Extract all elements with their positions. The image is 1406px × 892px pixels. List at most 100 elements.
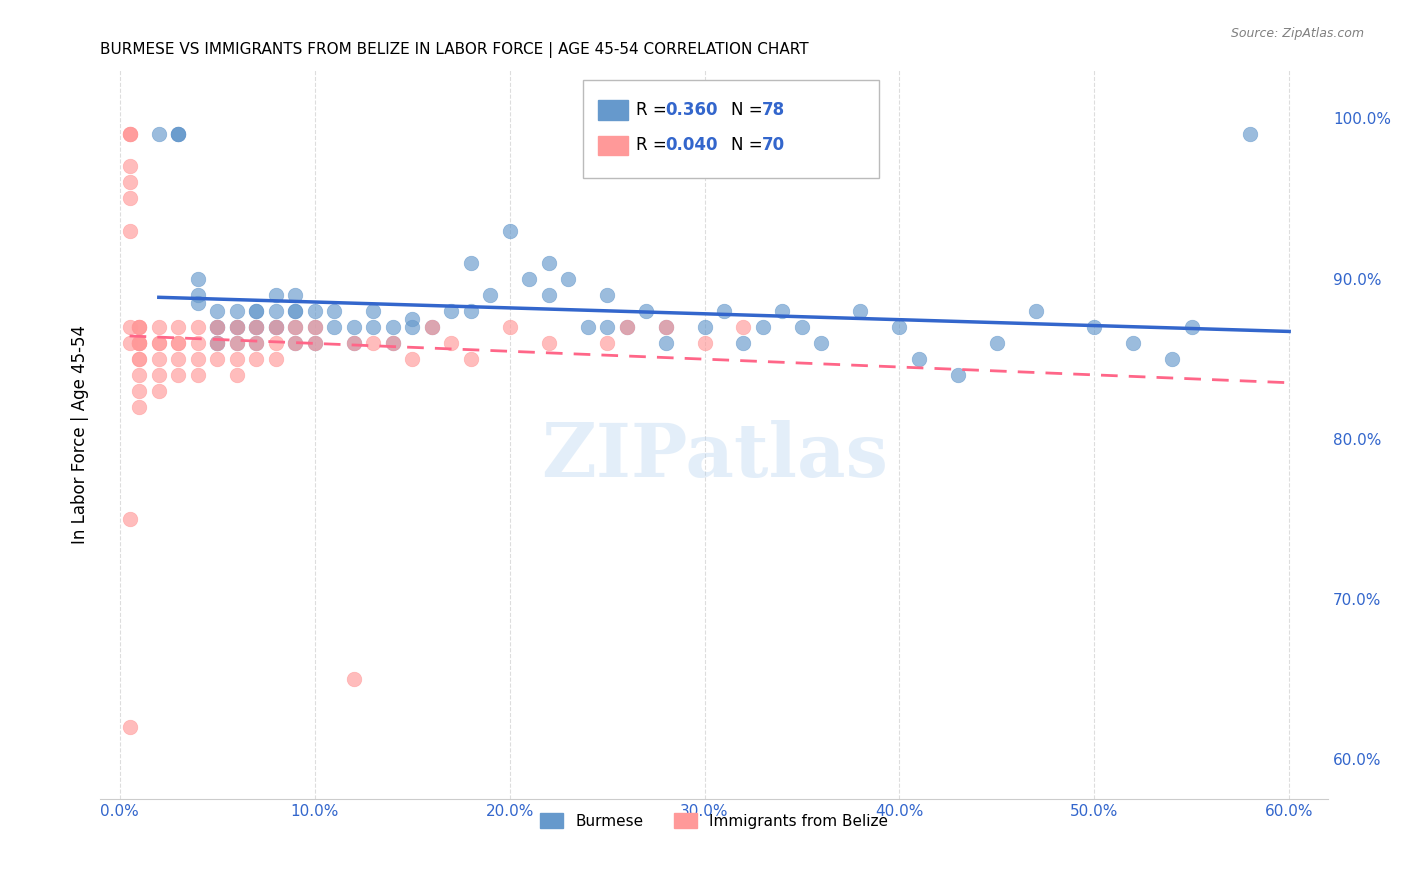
Point — [225, 368, 247, 382]
Point — [596, 335, 619, 350]
Point — [225, 319, 247, 334]
Point — [264, 319, 287, 334]
Point — [167, 128, 190, 142]
Point — [498, 223, 520, 237]
Point — [460, 351, 482, 366]
Point — [225, 319, 247, 334]
Point — [245, 351, 267, 366]
Point — [343, 672, 366, 686]
Point — [284, 319, 307, 334]
Point — [128, 319, 150, 334]
Text: N =: N = — [731, 136, 768, 154]
Point — [128, 351, 150, 366]
Point — [128, 368, 150, 382]
Point — [654, 335, 676, 350]
Point — [128, 335, 150, 350]
Point — [284, 335, 307, 350]
Point — [148, 335, 170, 350]
Point — [128, 335, 150, 350]
Point — [752, 319, 775, 334]
Point — [889, 319, 911, 334]
Point — [654, 319, 676, 334]
Point — [634, 303, 657, 318]
Point — [118, 176, 141, 190]
Point — [849, 303, 872, 318]
Point — [264, 351, 287, 366]
Point — [460, 303, 482, 318]
Point — [207, 335, 229, 350]
Point — [245, 319, 267, 334]
Point — [187, 351, 209, 366]
Point — [187, 287, 209, 301]
Point — [361, 303, 384, 318]
Point — [245, 303, 267, 318]
Point — [381, 335, 404, 350]
Point — [537, 287, 560, 301]
Point — [128, 335, 150, 350]
Point — [167, 368, 190, 382]
Point — [187, 335, 209, 350]
Point — [167, 128, 190, 142]
Point — [596, 319, 619, 334]
Point — [479, 287, 502, 301]
Legend: Burmese, Immigrants from Belize: Burmese, Immigrants from Belize — [534, 806, 894, 835]
Text: 0.040: 0.040 — [665, 136, 717, 154]
Point — [381, 335, 404, 350]
Point — [187, 295, 209, 310]
Point — [537, 255, 560, 269]
Point — [118, 720, 141, 734]
Point — [284, 319, 307, 334]
Point — [207, 319, 229, 334]
Point — [946, 368, 969, 382]
Point — [401, 351, 423, 366]
Point — [187, 368, 209, 382]
Point — [460, 255, 482, 269]
Point — [304, 319, 326, 334]
Point — [167, 335, 190, 350]
Point — [245, 319, 267, 334]
Point — [118, 335, 141, 350]
Point — [596, 287, 619, 301]
Point — [207, 319, 229, 334]
Point — [118, 223, 141, 237]
Point — [693, 319, 716, 334]
Point — [225, 319, 247, 334]
Point — [167, 351, 190, 366]
Y-axis label: In Labor Force | Age 45-54: In Labor Force | Age 45-54 — [72, 325, 89, 544]
Point — [207, 303, 229, 318]
Text: R =: R = — [636, 101, 672, 119]
Point — [128, 319, 150, 334]
Point — [576, 319, 599, 334]
Point — [420, 319, 443, 334]
Point — [986, 335, 1008, 350]
Point — [245, 335, 267, 350]
Text: 78: 78 — [762, 101, 785, 119]
Point — [343, 319, 366, 334]
Point — [304, 335, 326, 350]
Text: R =: R = — [636, 136, 672, 154]
Point — [790, 319, 813, 334]
Point — [517, 271, 540, 285]
Point — [118, 319, 141, 334]
Point — [128, 400, 150, 414]
Point — [284, 303, 307, 318]
Point — [148, 384, 170, 398]
Point — [167, 335, 190, 350]
Point — [148, 319, 170, 334]
Point — [304, 319, 326, 334]
Point — [323, 319, 346, 334]
Point — [1161, 351, 1184, 366]
Point — [693, 335, 716, 350]
Point — [1181, 319, 1204, 334]
Point — [118, 128, 141, 142]
Point — [401, 319, 423, 334]
Point — [245, 303, 267, 318]
Point — [304, 303, 326, 318]
Point — [361, 319, 384, 334]
Point — [118, 511, 141, 525]
Point — [207, 335, 229, 350]
Point — [733, 319, 755, 334]
Point — [343, 335, 366, 350]
Text: N =: N = — [731, 101, 768, 119]
Point — [343, 335, 366, 350]
